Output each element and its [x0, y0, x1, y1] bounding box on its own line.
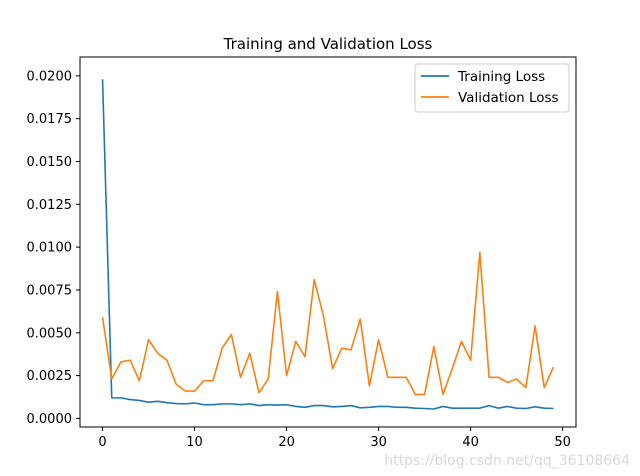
y-tick-label: 0.0150 — [27, 155, 73, 170]
legend-label-training-loss: Training Loss — [457, 69, 545, 85]
y-tick-label: 0.0125 — [27, 198, 73, 213]
y-tick-label: 0.0050 — [27, 326, 73, 341]
chart-title: Training and Validation Loss — [223, 35, 433, 53]
validation-loss-line — [101, 251, 555, 396]
x-tick-label: 20 — [278, 435, 295, 450]
x-tick-label: 10 — [186, 435, 203, 450]
y-tick-label: 0.0100 — [27, 241, 73, 256]
watermark-text: https://blog.csdn.net/qq_36108664 — [384, 453, 630, 469]
training-loss-line — [101, 79, 554, 410]
y-tick-label: 0.0075 — [27, 283, 73, 298]
y-tick-label: 0.0175 — [27, 112, 73, 127]
x-tick-label: 50 — [554, 435, 571, 450]
x-tick-label: 40 — [462, 435, 479, 450]
legend: Training Loss Validation Loss — [414, 63, 570, 113]
series-layer — [101, 79, 555, 410]
x-tick-label: 0 — [98, 435, 106, 450]
legend-label-validation-loss: Validation Loss — [458, 90, 559, 106]
x-axis: 0 10 20 30 40 50 — [98, 427, 571, 450]
y-tick-label: 0.0200 — [27, 69, 73, 84]
y-tick-label: 0.0000 — [27, 412, 73, 427]
x-tick-label: 30 — [370, 435, 387, 450]
legend-box — [414, 63, 570, 113]
plot-area-frame — [79, 56, 577, 428]
y-axis: 0.0000 0.0025 0.0050 0.0075 0.0100 0.0125 0.01… — [27, 69, 80, 427]
y-tick-label: 0.0025 — [27, 369, 73, 384]
